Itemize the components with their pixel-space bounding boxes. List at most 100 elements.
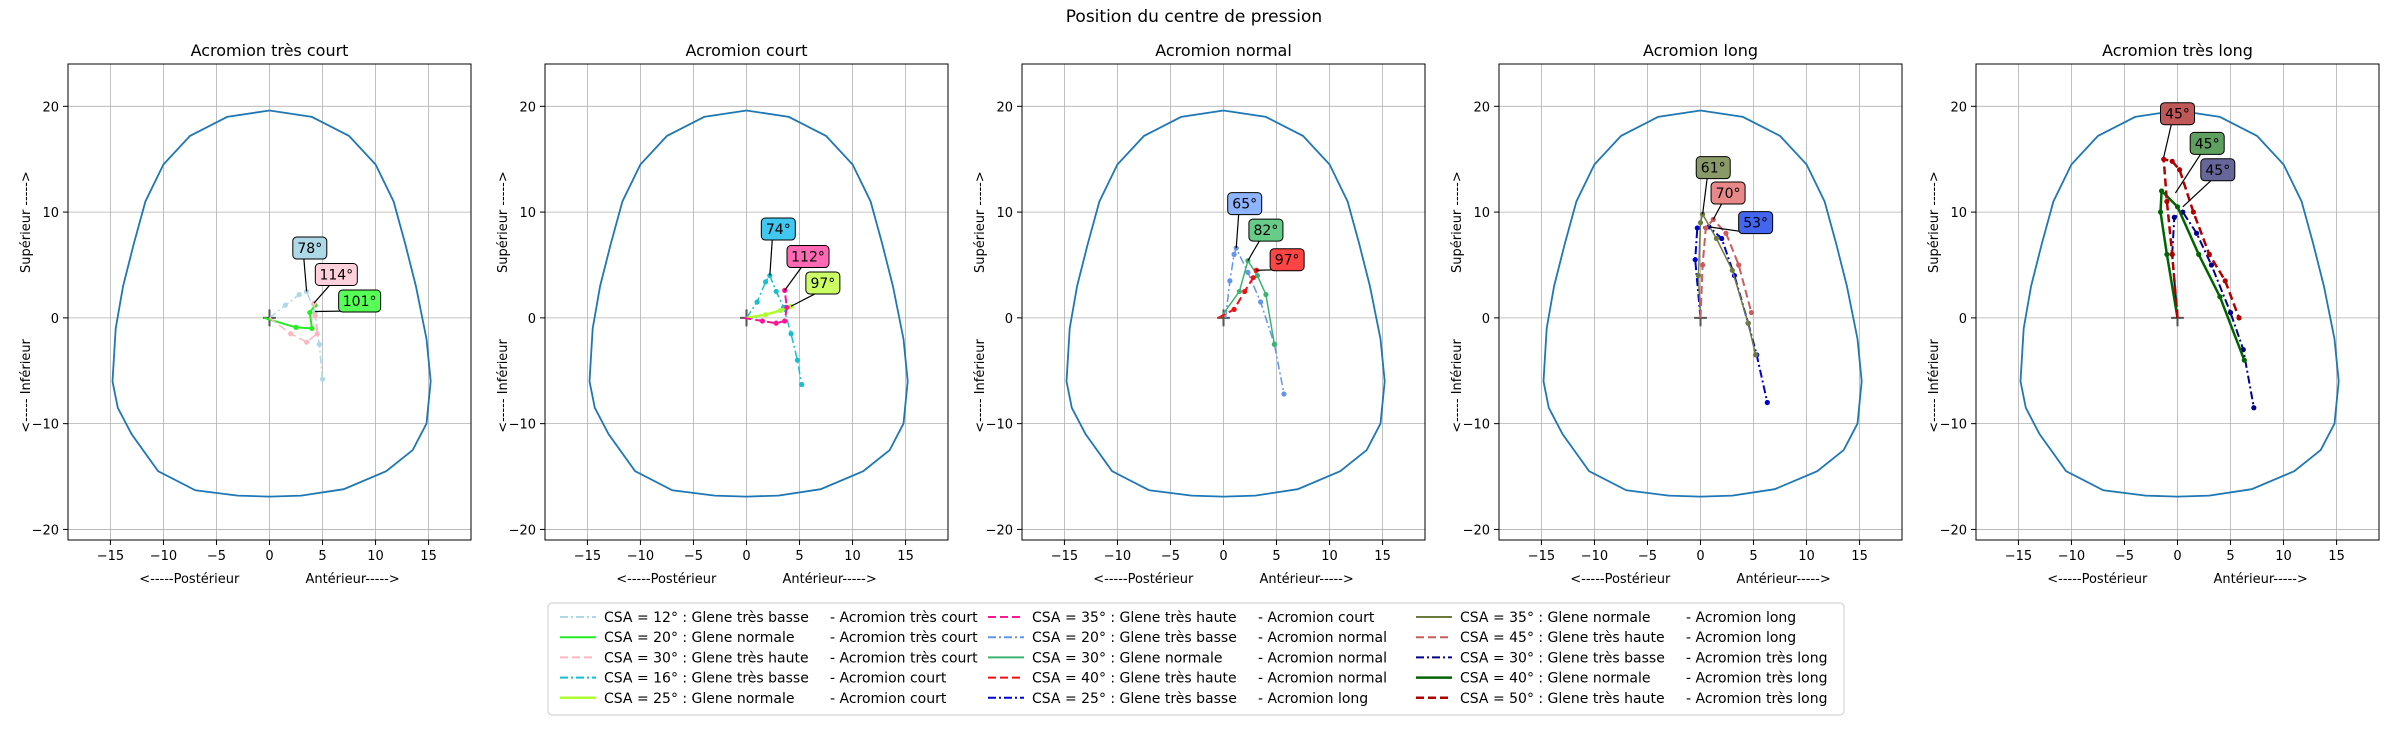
y-tick-label: −10 <box>509 418 536 433</box>
y-tick-label: 0 <box>1959 312 1967 327</box>
x-tick-label: 15 <box>897 549 914 564</box>
subplot-title: Acromion normal <box>1155 41 1292 60</box>
annotation-arrow <box>784 266 803 291</box>
series-point <box>2227 309 2234 316</box>
x-tick-label: 15 <box>1374 549 1391 564</box>
y-tick-label: 20 <box>519 100 536 115</box>
series-point <box>754 299 760 305</box>
legend-entry-acromion: - Acromion long <box>1686 630 1796 646</box>
x-tick-label: −15 <box>1528 549 1555 564</box>
annotation-box <box>2189 131 2225 155</box>
legend-entry-acromion: - Acromion normal <box>1258 630 1387 646</box>
annotation-box <box>2200 158 2236 182</box>
series-point <box>762 279 769 285</box>
y-tick-label: −10 <box>32 418 59 433</box>
series-point <box>2177 167 2183 173</box>
series-point <box>1258 299 1264 305</box>
series-line-2 <box>2159 189 2246 361</box>
series-point <box>1745 320 1751 326</box>
axes-frame <box>544 63 949 541</box>
series-point <box>784 304 790 310</box>
x-tick-label: −5 <box>1638 549 1657 564</box>
x-tick-label: −15 <box>2005 549 2032 564</box>
axes-frame <box>1021 63 1426 541</box>
legend-entry: CSA = 25° : Glene très basse <box>1032 691 1237 707</box>
y-tick-label: 20 <box>996 100 1013 115</box>
y-tick-label: 20 <box>42 100 59 115</box>
annotation-arrow <box>790 292 818 307</box>
legend-entry: CSA = 50° : Glene très haute <box>1460 691 1665 707</box>
series-point <box>309 325 315 332</box>
series-point <box>2208 262 2215 268</box>
y-axis-label: <----- Inférieur Supérieur -----> <box>1927 171 1942 433</box>
series-point <box>2193 230 2200 236</box>
series-line-1 <box>2171 211 2255 408</box>
annotation-arrow <box>2182 179 2213 208</box>
annotation-label: 82° <box>1254 223 1279 239</box>
subplots: −15 −10 −5 0 5 10 15 −20 −10 0 10 20 Acromion très c… <box>19 41 2380 587</box>
series-line-3 <box>743 290 788 325</box>
series-point <box>1723 230 1729 236</box>
series-point <box>316 341 322 347</box>
subplot-5: −15 −10 −5 0 5 10 15 −20 −10 0 10 20 Acromion très l… <box>1927 41 2380 587</box>
annotation-label: 45° <box>2195 136 2220 152</box>
series-point <box>777 307 784 314</box>
legend-entry: CSA = 16° : Glene très basse <box>604 671 809 687</box>
legend-entry-acromion: - Acromion très long <box>1686 650 1827 666</box>
series-point <box>2217 294 2223 300</box>
x-tick-label: 5 <box>1749 549 1757 564</box>
series-point <box>1703 225 1709 231</box>
x-tick-label: −5 <box>207 549 226 564</box>
axes-frame <box>1498 63 1903 541</box>
series-point <box>1254 272 1261 279</box>
y-axis-label: <----- Inférieur Supérieur -----> <box>19 171 34 433</box>
annotation-box <box>338 289 382 313</box>
glenoid-outline <box>1542 109 1863 498</box>
series-line-2 <box>1697 213 1757 356</box>
legend-entry: CSA = 25° : Glene normale <box>604 691 795 707</box>
annotation-label: 45° <box>2205 163 2230 179</box>
series-point <box>1713 235 1720 242</box>
y-tick-label: 10 <box>1473 206 1490 221</box>
annotation-box <box>292 236 328 260</box>
series-point <box>1719 235 1725 242</box>
y-tick-label: −20 <box>1463 523 1490 538</box>
legend-entry: CSA = 12° : Glene très basse <box>604 610 809 626</box>
y-tick-label: 10 <box>1950 206 1967 221</box>
glenoid-outline <box>111 109 432 498</box>
legend-entry: CSA = 40° : Glene normale <box>1460 671 1651 687</box>
y-tick-label: −10 <box>986 418 1013 433</box>
series-point <box>773 288 779 295</box>
series-point <box>788 331 794 337</box>
y-tick-label: 20 <box>1473 100 1490 115</box>
x-tick-label: 10 <box>1798 549 1815 564</box>
legend-entry: CSA = 30° : Glene très basse <box>1460 650 1665 666</box>
legend-entry: CSA = 30° : Glene normale <box>1032 650 1223 666</box>
annotation-box <box>314 262 358 286</box>
plot-area <box>1065 109 1386 498</box>
x-tick-label: 5 <box>318 549 326 564</box>
subplot-title: Acromion long <box>1643 41 1758 60</box>
x-tick-label: −10 <box>2058 549 2085 564</box>
annotation-box <box>1710 181 1746 205</box>
series-point <box>2158 188 2165 194</box>
y-tick-label: −20 <box>986 523 1013 538</box>
annotation-arrow <box>769 238 773 276</box>
legend-entry-acromion: - Acromion très court <box>830 610 978 626</box>
legend-entry: CSA = 35° : Glene normale <box>1460 610 1651 626</box>
y-tick-label: 0 <box>528 312 536 327</box>
legend-entry: CSA = 20° : Glene normale <box>604 630 795 646</box>
y-tick-label: −10 <box>1940 418 1967 433</box>
series-point <box>1250 275 1256 281</box>
y-axis-label: <----- Inférieur Supérieur -----> <box>973 171 988 433</box>
glenoid-outline <box>588 109 909 498</box>
series-line-2 <box>1219 259 1276 345</box>
plot-area <box>2019 109 2340 498</box>
x-tick-label: 0 <box>1219 549 1227 564</box>
annotation-label: 97° <box>1275 253 1300 269</box>
annotation-label: 61° <box>1701 161 1726 177</box>
x-tick-label: −10 <box>1104 549 1131 564</box>
series-point <box>2251 405 2257 411</box>
annotation-arrow <box>1247 239 1261 262</box>
subplot-3: −15 −10 −5 0 5 10 15 −20 −10 0 10 20 Acromion normal… <box>973 41 1426 587</box>
